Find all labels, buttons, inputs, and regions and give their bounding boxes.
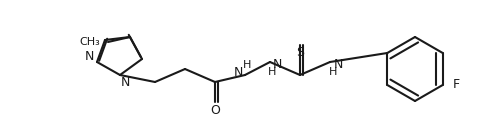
Text: H: H — [329, 67, 337, 77]
Text: CH₃: CH₃ — [79, 37, 100, 47]
Text: H: H — [243, 60, 251, 70]
Text: N: N — [273, 58, 283, 71]
Text: S: S — [296, 46, 304, 59]
Text: N: N — [121, 76, 130, 89]
Text: O: O — [210, 103, 220, 116]
Text: H: H — [268, 67, 276, 77]
Text: N: N — [334, 58, 343, 71]
Text: N: N — [84, 51, 94, 64]
Text: N: N — [234, 65, 243, 79]
Text: F: F — [453, 79, 460, 92]
